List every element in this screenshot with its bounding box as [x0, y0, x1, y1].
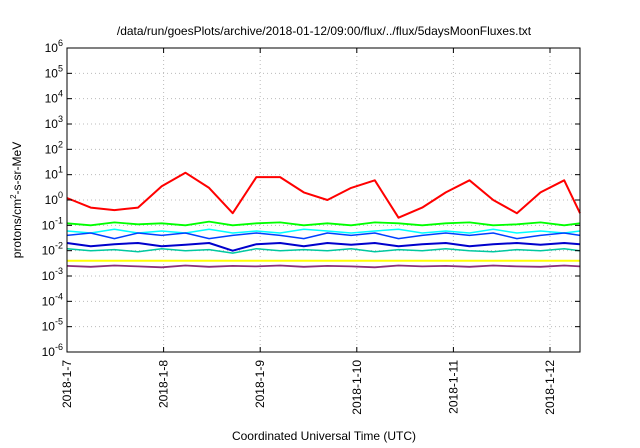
x-tick-label: 2018-1-10: [350, 360, 364, 415]
y-tick-base: 10: [45, 66, 59, 80]
y-axis-label-rest: -s-sr-MeV: [10, 142, 24, 195]
y-tick-base: 10: [42, 218, 56, 232]
y-tick-exponent: 4: [58, 89, 63, 99]
chart-grid: [66, 48, 580, 352]
y-tick-label: 10-4: [42, 291, 63, 308]
y-axis-label: protons/cm2-s-sr-MeV: [9, 142, 24, 258]
series-line: [66, 220, 581, 227]
y-tick-exponent: -5: [55, 317, 63, 327]
y-tick-exponent: 1: [58, 165, 63, 175]
series-line: [66, 228, 581, 234]
y-tick-base: 10: [45, 92, 59, 106]
y-tick-base: 10: [45, 193, 59, 207]
y-tick-base: 10: [42, 269, 56, 283]
x-tick-label: 2018-1-8: [157, 360, 171, 408]
y-tick-label: 10-1: [42, 215, 63, 232]
series-line: [66, 232, 581, 240]
x-axis-label: Coordinated Universal Time (UTC): [232, 429, 416, 443]
y-tick-base: 10: [45, 142, 59, 156]
y-tick-label: 101: [45, 165, 63, 182]
y-tick-base: 10: [42, 345, 56, 359]
series-line: [66, 264, 581, 269]
series-line: [66, 171, 581, 219]
y-tick-exponent: -3: [55, 266, 63, 276]
x-tick-label: 2018-1-12: [543, 360, 557, 415]
series-line: [66, 242, 581, 252]
y-tick-label: 10-5: [42, 317, 63, 334]
y-tick-exponent: -1: [55, 215, 63, 225]
chart-title: /data/run/goesPlots/archive/2018-01-12/0…: [117, 24, 532, 38]
x-tick-label: 2018-1-7: [60, 360, 74, 408]
y-tick-exponent: 0: [58, 190, 63, 200]
y-tick-exponent: -2: [55, 241, 63, 251]
y-tick-label: 106: [45, 38, 63, 55]
y-axis-ticks: 10-610-510-410-310-210-11001011021031041…: [42, 38, 580, 359]
series-line: [66, 247, 581, 254]
series-lines: [66, 171, 581, 269]
x-tick-label: 2018-1-11: [446, 360, 460, 414]
y-tick-label: 10-2: [42, 241, 63, 258]
y-tick-base: 10: [45, 168, 59, 182]
y-tick-base: 10: [45, 41, 59, 55]
y-tick-base: 10: [42, 244, 56, 258]
y-tick-exponent: -6: [55, 342, 63, 352]
y-tick-label: 100: [45, 190, 63, 207]
y-axis-label-superscript: 2: [9, 194, 18, 199]
y-tick-exponent: 5: [58, 63, 63, 73]
y-tick-base: 10: [42, 294, 56, 308]
y-tick-exponent: 2: [58, 139, 63, 149]
y-tick-label: 10-6: [42, 342, 63, 359]
y-tick-label: 105: [45, 63, 63, 80]
y-tick-base: 10: [45, 117, 59, 131]
y-tick-exponent: 3: [58, 114, 63, 124]
y-tick-exponent: -4: [55, 291, 63, 301]
y-tick-label: 103: [45, 114, 63, 131]
y-tick-label: 104: [45, 89, 63, 106]
x-axis-ticks: 2018-1-7 2018-1-8 2018-1-9 2018-1-10 2018-1-…: [60, 48, 557, 415]
y-tick-label: 102: [45, 139, 63, 156]
y-tick-exponent: 6: [58, 38, 63, 48]
y-tick-base: 10: [42, 320, 56, 334]
y-tick-label: 10-3: [42, 266, 63, 283]
y-axis-label-base: protons/cm: [10, 199, 24, 258]
x-tick-label: 2018-1-9: [253, 360, 267, 408]
